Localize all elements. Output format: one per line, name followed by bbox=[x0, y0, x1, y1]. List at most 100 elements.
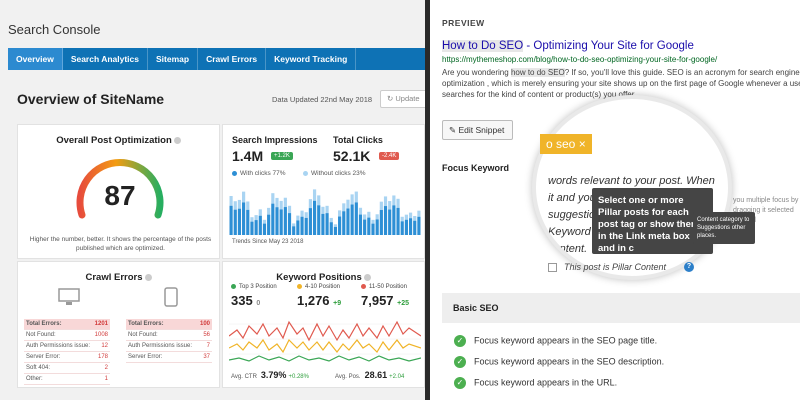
tab-keyword-tracking[interactable]: Keyword Tracking bbox=[266, 48, 357, 70]
bar-with-clicks bbox=[254, 220, 258, 235]
bar-without-clicks bbox=[329, 217, 333, 223]
tab-search-analytics[interactable]: Search Analytics bbox=[63, 48, 149, 70]
crawl-errors-card: Crawl Errors Total Errors: 1201 Not Found:… bbox=[17, 261, 220, 388]
bar-without-clicks bbox=[379, 201, 383, 210]
bar-with-clicks bbox=[371, 223, 375, 235]
help-icon[interactable] bbox=[173, 136, 181, 144]
bar-without-clicks bbox=[358, 207, 363, 215]
error-count: 12 bbox=[101, 343, 108, 349]
error-label: Other: bbox=[26, 376, 43, 382]
bar-without-clicks bbox=[350, 194, 354, 205]
pillar-content-checkbox[interactable] bbox=[548, 263, 557, 272]
bar-with-clicks bbox=[363, 219, 367, 235]
impressions-card: Search Impressions 1.4M +1.2K Total Clic… bbox=[222, 124, 425, 259]
bar-without-clicks bbox=[375, 214, 379, 220]
bar-with-clicks bbox=[312, 200, 317, 235]
bar-without-clicks bbox=[287, 205, 292, 214]
bar-with-clicks bbox=[392, 205, 396, 235]
bar-with-clicks bbox=[396, 207, 400, 235]
error-count: 1008 bbox=[94, 332, 108, 338]
bar-with-clicks bbox=[408, 218, 413, 235]
bar-without-clicks bbox=[275, 197, 279, 208]
error-row: Not Found: 56 bbox=[126, 330, 212, 341]
bar-with-clicks bbox=[404, 219, 408, 235]
bar-with-clicks bbox=[317, 205, 321, 235]
impressions-bar-chart bbox=[229, 189, 421, 235]
preview-heading: PREVIEW bbox=[442, 18, 485, 28]
bar-without-clicks bbox=[242, 191, 246, 203]
bar-without-clicks bbox=[417, 210, 421, 217]
error-label: Total Errors: bbox=[26, 321, 62, 327]
bar-with-clicks bbox=[413, 220, 417, 235]
check-item: ✓ Focus keyword appears in the SEO page t… bbox=[454, 335, 657, 347]
error-count: 178 bbox=[97, 354, 108, 360]
bar-without-clicks bbox=[271, 193, 275, 204]
help-icon[interactable] bbox=[144, 273, 152, 281]
tab-crawl-errors[interactable]: Crawl Errors bbox=[198, 48, 267, 70]
bar-without-clicks bbox=[233, 201, 237, 210]
bar-without-clicks bbox=[300, 210, 304, 217]
error-count: 56 bbox=[203, 332, 210, 338]
help-icon[interactable] bbox=[363, 273, 371, 281]
edit-snippet-button[interactable]: ✎ Edit Snippet bbox=[442, 120, 513, 140]
bar-with-clicks bbox=[346, 208, 350, 235]
bar-without-clicks bbox=[367, 211, 371, 218]
page-title: Overview of SiteName bbox=[17, 91, 165, 107]
trend-note: Trends Since May 23 2018 bbox=[232, 239, 304, 245]
bar-with-clicks bbox=[333, 226, 338, 235]
legend-without-clicks: Without clicks 23% bbox=[303, 170, 366, 177]
optimization-gauge bbox=[76, 159, 164, 219]
update-button[interactable]: ↻ Update bbox=[380, 90, 425, 108]
bar-with-clicks bbox=[300, 216, 304, 235]
top3-label: Top 3 Position bbox=[231, 284, 277, 290]
impressions-label: Search Impressions bbox=[232, 135, 318, 145]
bar-with-clicks bbox=[242, 202, 246, 235]
serp-title[interactable]: How to Do SEO - Optimizing Your Site for… bbox=[442, 40, 694, 52]
tab-overview[interactable]: Overview bbox=[8, 48, 63, 70]
mobile-icon bbox=[164, 287, 178, 307]
bar-with-clicks bbox=[321, 213, 325, 235]
p11-50-value: 7,957 +25 bbox=[361, 293, 410, 308]
error-row: Auth Permissions issue: 7 bbox=[126, 341, 212, 352]
bar-with-clicks bbox=[379, 209, 383, 235]
clicks-label: Total Clicks bbox=[333, 135, 383, 145]
tab-sitemap[interactable]: Sitemap bbox=[148, 48, 199, 70]
bar-with-clicks bbox=[283, 207, 287, 235]
check-icon: ✓ bbox=[454, 377, 466, 389]
keyword-line-chart bbox=[229, 320, 421, 362]
bar-with-clicks bbox=[233, 209, 237, 235]
serp-url: https://mythemeshop.com/blog/how-to-do-s… bbox=[442, 55, 718, 64]
clicks-value: 52.1K bbox=[333, 148, 371, 164]
bar-without-clicks bbox=[413, 215, 417, 221]
focus-keyword-tag[interactable]: o seo × bbox=[540, 134, 592, 154]
seo-preview-panel: PREVIEW How to Do SEO - Optimizing Your … bbox=[430, 0, 800, 400]
error-label: Total Errors: bbox=[128, 321, 164, 327]
help-icon[interactable]: ? bbox=[684, 262, 694, 272]
panel-title: Search Console bbox=[8, 22, 101, 37]
bar-without-clicks bbox=[317, 195, 321, 206]
series-11-50 bbox=[229, 320, 421, 342]
bar-with-clicks bbox=[296, 220, 300, 235]
error-count: 1201 bbox=[94, 321, 108, 327]
impressions-value: 1.4M bbox=[232, 148, 264, 164]
bar-with-clicks bbox=[338, 216, 342, 235]
close-icon[interactable]: × bbox=[578, 137, 586, 151]
bar-with-clicks bbox=[350, 204, 354, 235]
bar-without-clicks bbox=[383, 196, 388, 207]
pillar-tooltip: Select one or more Pillar posts for each… bbox=[592, 188, 713, 254]
bar-with-clicks bbox=[388, 209, 392, 235]
avg-position: Avg. Pos. 28.61 +2.04 bbox=[335, 370, 405, 380]
post-optimization-card: Overall Post Optimization 87 Higher the … bbox=[17, 124, 220, 259]
bar-without-clicks bbox=[308, 199, 312, 209]
impressions-badge: +1.2K bbox=[271, 152, 293, 160]
bar-with-clicks bbox=[287, 213, 292, 235]
card-heading: Crawl Errors bbox=[18, 272, 219, 283]
bar-with-clicks bbox=[258, 215, 262, 235]
search-console-panel: Search Console Overview Search Analytics… bbox=[0, 0, 425, 400]
bar-without-clicks bbox=[312, 189, 317, 201]
basic-seo-header[interactable]: Basic SEO bbox=[442, 293, 800, 323]
optimization-score: 87 bbox=[104, 180, 136, 211]
bar-without-clicks bbox=[254, 215, 258, 221]
error-label: Not Found: bbox=[128, 332, 158, 338]
error-count: 2 bbox=[104, 365, 108, 371]
